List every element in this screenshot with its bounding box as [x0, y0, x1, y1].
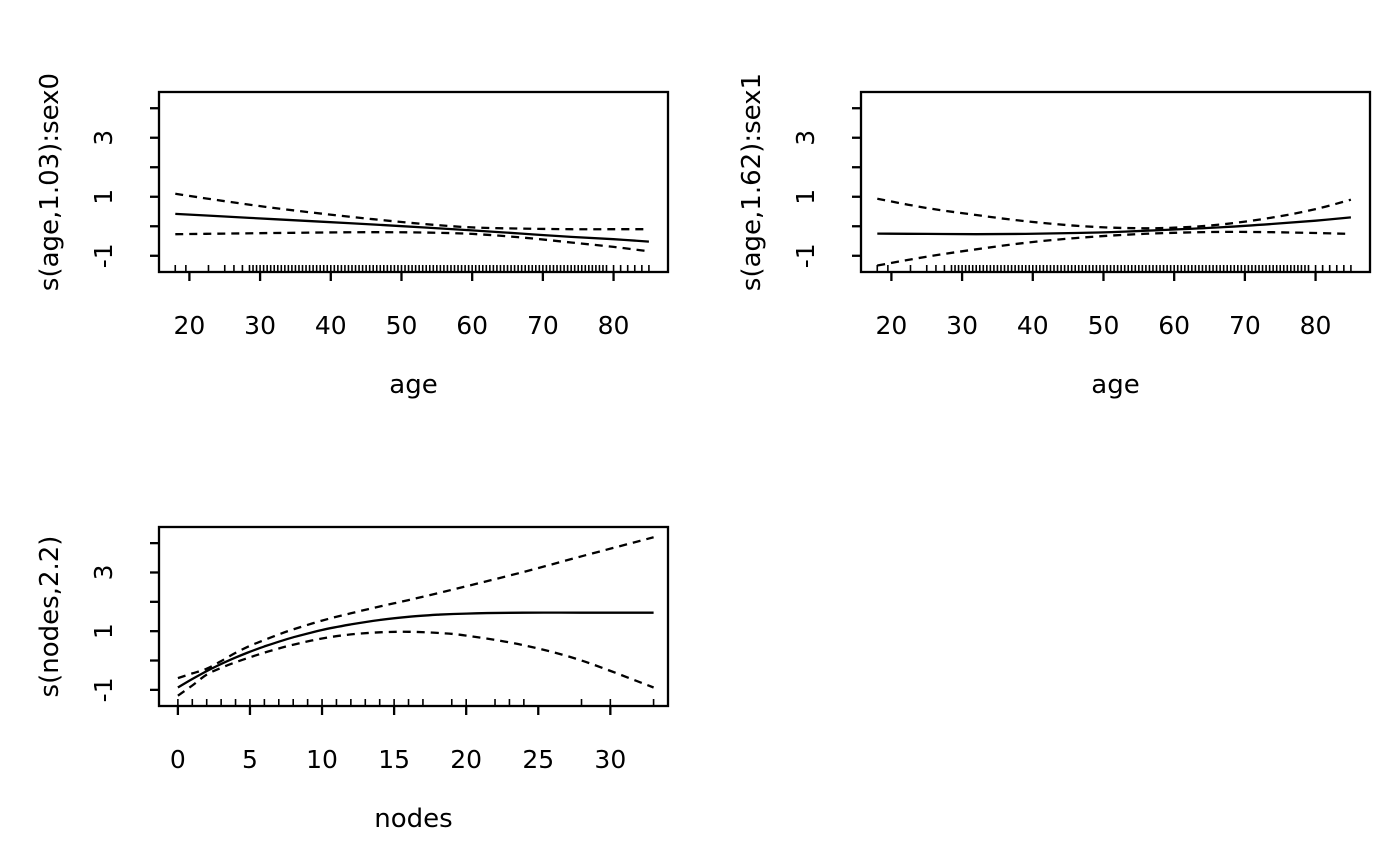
x-tick-label: 50	[1088, 311, 1120, 340]
panel-s_nodes: 0 5 10 15 20 25 30 -1 1 3 nodes s(nodes,2.2)	[35, 525, 670, 834]
x-tick-label: 20	[875, 311, 907, 340]
rug-marks	[177, 699, 655, 706]
y-tick-label: 1	[791, 189, 820, 205]
x-tick-label: 80	[598, 311, 630, 340]
x-tick-label: 70	[527, 311, 559, 340]
x-tick-label: 40	[1017, 311, 1049, 340]
upper-ci-line	[877, 197, 1352, 230]
y-tick-label: 3	[89, 565, 118, 581]
lower-ci-line	[877, 230, 1351, 267]
upper-ci-line	[175, 192, 649, 231]
x-tick-label: 30	[594, 745, 626, 774]
rug-marks	[174, 265, 650, 272]
x-tick-label: 30	[946, 311, 978, 340]
x-tick-label: 40	[315, 311, 347, 340]
rug-marks	[876, 265, 1352, 272]
x-axis-title: nodes	[374, 804, 452, 834]
y-tick-label: -1	[791, 243, 820, 268]
y-axis-title: s(age,1.62):sex1	[737, 73, 767, 291]
lower-ci-line	[177, 630, 655, 697]
plot-box	[859, 90, 1372, 274]
y-tick-label: 3	[791, 130, 820, 146]
y-tick-label: 3	[89, 130, 118, 146]
x-axis-title: age	[1091, 370, 1139, 400]
x-tick-label: 30	[244, 311, 276, 340]
plot-box	[157, 525, 670, 708]
fit-line	[177, 611, 654, 689]
x-tick-label: 25	[522, 745, 554, 774]
x-tick-label: 70	[1229, 311, 1261, 340]
x-tick-label: 80	[1300, 311, 1332, 340]
y-tick-label: -1	[89, 677, 118, 702]
y-tick-label: 1	[89, 623, 118, 639]
panel-s_age_sex1: 20 30 40 50 60 70 80 -1 1 3 age s(age,1.62):sex1	[737, 73, 1372, 400]
fit-line	[175, 212, 649, 243]
x-tick-label: 60	[456, 311, 488, 340]
x-tick-label: 50	[386, 311, 418, 340]
lower-ci-line	[175, 231, 650, 253]
x-tick-label: 60	[1158, 311, 1190, 340]
x-tick-label: 15	[378, 745, 410, 774]
x-tick-label: 5	[242, 745, 258, 774]
y-tick-label: 1	[89, 189, 118, 205]
x-tick-label: 0	[170, 745, 186, 774]
plot-box	[157, 90, 670, 274]
x-tick-label: 20	[173, 311, 205, 340]
upper-ci-line	[177, 536, 654, 680]
y-tick-label: -1	[89, 243, 118, 268]
fit-line	[877, 216, 1352, 236]
x-tick-label: 10	[306, 745, 338, 774]
x-axis-title: age	[389, 370, 437, 400]
y-axis-title: s(nodes,2.2)	[35, 536, 65, 698]
y-axis-title: s(age,1.03):sex0	[35, 73, 65, 291]
x-tick-label: 20	[450, 745, 482, 774]
panel-s_age_sex0: 20 30 40 50 60 70 80 -1 1 3 age s(age,1.03):sex0	[35, 73, 670, 400]
